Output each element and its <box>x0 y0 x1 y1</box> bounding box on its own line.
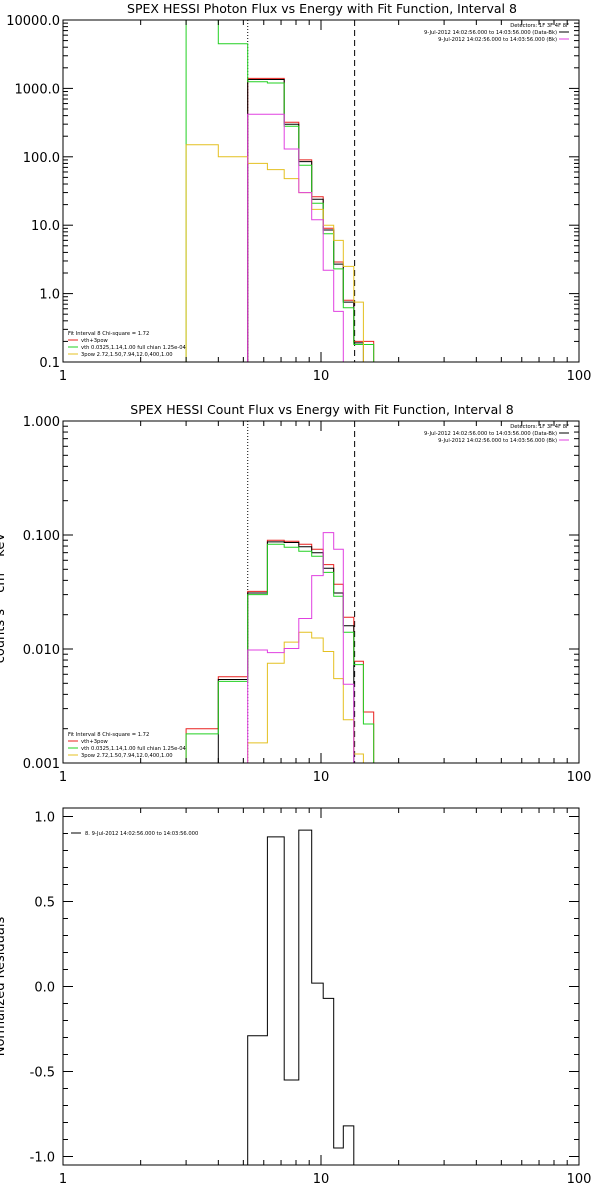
photon-flux-title: SPEX HESSI Photon Flux vs Energy with Fi… <box>127 1 517 16</box>
legend-header: Fit Interval 8 Chi-square = 1.72 <box>68 732 149 738</box>
y-tick-label: 1.0 <box>34 811 55 826</box>
legend-label: vth 0.0325,1.14,1.00 full chian 1.25e-04 <box>81 345 186 351</box>
residuals-legend: 8. 9-Jul-2012 14:02:56.000 to 14:03:56.0… <box>71 831 198 837</box>
y-tick-label: 10000.0 <box>6 14 60 29</box>
x-tick-label: 1 <box>59 1172 67 1187</box>
photon-flux-legend: Fit Interval 8 Chi-square = 1.72vth+3pow… <box>68 331 186 358</box>
time-range-label: 9-Jul-2012 14:02:56.000 to 14:03:56.000 … <box>438 438 557 444</box>
detectors-label: Detectors: 1F 3F 4F 8F <box>510 424 569 430</box>
photon-flux-panel: SPEX HESSI Photon Flux vs Energy with Fi… <box>6 1 591 384</box>
plot-frame <box>62 807 580 1166</box>
legend-label: 3pow 2.72,1.50,7.94,12.0,400,1.00 <box>81 753 173 759</box>
residuals-panel: Normalized Residuals 1 10 100 1.0 0.5 0.0 -0.5… <box>0 807 592 1187</box>
series-line-1 <box>217 541 355 763</box>
x-tick-label: 100 <box>567 1172 592 1187</box>
photon-flux-info: Detectors: 1F 3F 4F 8F9-Jul-2012 14:02:5… <box>424 23 569 43</box>
series-line-3 <box>185 144 364 362</box>
y-tick-label: 0.5 <box>34 896 55 911</box>
count-flux-title: SPEX HESSI Count Flux vs Energy with Fit… <box>130 402 513 417</box>
series-line-2 <box>185 543 375 763</box>
y-tick-label: 10.0 <box>31 219 60 234</box>
time-range-label: 9-Jul-2012 14:02:56.000 to 14:03:56.000 … <box>424 431 557 437</box>
y-tick-label: 0.001 <box>23 757 60 772</box>
detectors-label: Detectors: 1F 3F 4F 8F <box>510 23 569 29</box>
plot-frame <box>62 420 580 764</box>
y-tick-label: 0.100 <box>23 529 60 544</box>
y-tick-label: 1.0 <box>39 288 60 303</box>
count-flux-panel: SPEX HESSI Count Flux vs Energy with Fit… <box>0 402 591 785</box>
x-tick-label: 10 <box>313 369 330 384</box>
y-tick-label: 0.010 <box>23 643 60 658</box>
series-line-1 <box>247 79 364 362</box>
y-tick-label: -1.0 <box>30 1151 55 1166</box>
series-line-4 <box>247 532 355 763</box>
series-line-4 <box>247 113 355 362</box>
series-line-3 <box>247 631 364 763</box>
time-range-label: 9-Jul-2012 14:02:56.000 to 14:03:56.000 … <box>438 37 557 43</box>
count-flux-info: Detectors: 1F 3F 4F 8F9-Jul-2012 14:02:5… <box>424 424 569 444</box>
series-line-0 <box>185 539 375 763</box>
legend-label: vth+3pow <box>81 338 109 344</box>
y-tick-label: 0.0 <box>34 981 55 996</box>
y-tick-label: 100.0 <box>23 151 60 166</box>
series-line-0 <box>247 829 355 1165</box>
count-flux-legend: Fit Interval 8 Chi-square = 1.72vth+3pow… <box>68 732 186 759</box>
x-tick-label: 10 <box>313 770 330 785</box>
x-tick-label: 1 <box>59 369 67 384</box>
legend-header: Fit Interval 8 Chi-square = 1.72 <box>68 331 149 337</box>
y-axis-label: counts s⁻¹ cm⁻² keV⁻¹ <box>0 521 8 664</box>
legend-label: vth 0.0325,1.14,1.00 full chian 1.25e-04 <box>81 746 186 752</box>
plot-frame <box>62 19 580 363</box>
y-tick-label: 1000.0 <box>15 82 61 97</box>
time-range-label: 9-Jul-2012 14:02:56.000 to 14:03:56.000 … <box>424 30 557 36</box>
x-tick-label: 10 <box>313 1172 330 1187</box>
y-tick-label: 0.1 <box>39 356 60 371</box>
y-tick-label: -0.5 <box>30 1066 55 1081</box>
y-tick-label: 1.000 <box>23 415 60 430</box>
x-tick-label: 100 <box>567 369 592 384</box>
legend-label: 8. 9-Jul-2012 14:02:56.000 to 14:03:56.0… <box>85 831 198 837</box>
series-line-2 <box>185 20 375 362</box>
legend-label: vth+3pow <box>81 739 109 745</box>
legend-label: 3pow 2.72,1.50,7.94,12.0,400,1.00 <box>81 352 173 358</box>
y-axis-label: Normalized Residuals <box>0 917 8 1057</box>
x-tick-label: 100 <box>567 770 592 785</box>
x-tick-label: 1 <box>59 770 67 785</box>
